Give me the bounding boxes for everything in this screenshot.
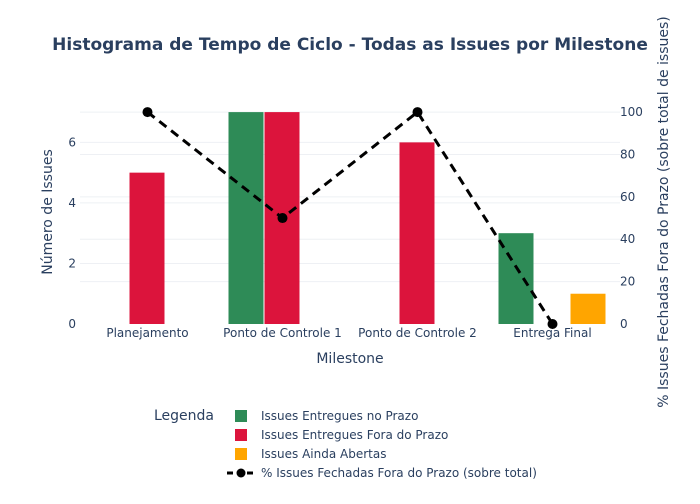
x-tick-label: Entrega Final xyxy=(513,326,591,340)
legend-label: Issues Entregues Fora do Prazo xyxy=(261,428,448,442)
x-tick-label: Planejamento xyxy=(106,326,188,340)
line-series xyxy=(142,107,558,329)
bar xyxy=(129,172,165,324)
legend-swatch xyxy=(235,429,247,441)
y-tick-label: 4 xyxy=(68,196,76,210)
y2-axis-title: % Issues Fechadas Fora do Prazo (sobre t… xyxy=(656,16,672,408)
line-point xyxy=(412,107,423,118)
y-axis-title: Número de Issues xyxy=(40,149,56,275)
bar xyxy=(570,293,606,324)
bar xyxy=(228,112,264,324)
y2-tick-label: 80 xyxy=(620,147,635,161)
bar xyxy=(399,142,435,324)
y2-tick-label: 100 xyxy=(620,105,643,119)
line-point xyxy=(547,319,558,329)
line-point xyxy=(142,107,153,118)
x-tick-label: Ponto de Controle 2 xyxy=(358,326,477,340)
legend-label: Issues Entregues no Prazo xyxy=(261,409,418,423)
y-tick-label: 2 xyxy=(68,256,76,270)
y2-tick-label: 0 xyxy=(620,317,628,331)
legend-label: % Issues Fechadas Fora do Prazo (sobre t… xyxy=(261,466,537,480)
line-path xyxy=(146,109,554,325)
bars xyxy=(129,112,606,324)
legend-items: Issues Entregues no Prazo Issues Entregue… xyxy=(227,409,537,480)
y2-tick-label: 60 xyxy=(620,190,635,204)
legend-swatch xyxy=(235,448,247,460)
y-tick-label: 6 xyxy=(68,135,76,149)
legend-swatch xyxy=(235,410,247,422)
line-point xyxy=(277,213,288,224)
legend-title: Legenda xyxy=(154,408,214,424)
grid-lines xyxy=(80,111,620,283)
legend-label: Issues Ainda Abertas xyxy=(261,447,386,461)
chart-title: Histograma de Tempo de Ciclo - Todas as … xyxy=(52,35,648,55)
legend-marker xyxy=(236,468,246,478)
y2-tick-label: 20 xyxy=(620,275,635,289)
legend: Legenda Issues Entregues no PrazoIssues … xyxy=(154,408,537,480)
y-tick-label: 0 xyxy=(68,317,76,331)
bar xyxy=(498,233,534,324)
y2-tick-label: 40 xyxy=(620,232,635,246)
x-axis-title: Milestone xyxy=(316,351,383,367)
x-tick-label: Ponto de Controle 1 xyxy=(223,326,342,340)
